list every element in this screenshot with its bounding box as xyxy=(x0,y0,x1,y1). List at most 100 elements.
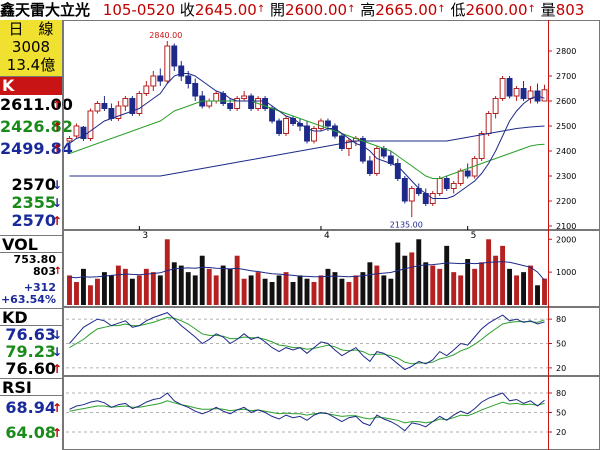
volume-bar xyxy=(430,265,436,305)
candle-body xyxy=(115,105,122,119)
volume-label: 量 xyxy=(540,1,556,19)
volume-bar xyxy=(171,262,177,305)
candle-body xyxy=(66,138,73,142)
month-label: 4 xyxy=(324,231,330,241)
rsi-short-line xyxy=(69,392,545,432)
volume-bar xyxy=(150,272,156,305)
volume-bar xyxy=(535,285,540,305)
y-tick-label: 2100 xyxy=(556,222,576,231)
candle-body xyxy=(136,93,143,114)
volume-bar xyxy=(409,252,415,305)
volume-bar xyxy=(157,275,163,305)
candle-body xyxy=(269,108,276,122)
volume-bar xyxy=(129,278,135,305)
candle-body xyxy=(192,83,199,97)
y-tick-label: 2700 xyxy=(556,72,576,81)
candle-body xyxy=(143,85,150,94)
vol-change-value: +312 xyxy=(23,281,56,294)
candle-body xyxy=(213,93,220,102)
volume-bar xyxy=(437,268,443,305)
rsi-short-value: 68.94 xyxy=(5,398,56,417)
volume-bar xyxy=(388,278,394,305)
volume-bar xyxy=(283,272,289,305)
y-tick-label: 2300 xyxy=(556,172,576,181)
candle-body xyxy=(157,75,164,82)
volume-bar xyxy=(528,265,533,305)
volume-bar xyxy=(67,275,72,305)
volume-bar xyxy=(213,275,219,305)
y-tick-label: 2000 xyxy=(556,235,576,244)
candle-body xyxy=(283,118,289,134)
y-tick-label: 2200 xyxy=(556,197,576,206)
candle-body xyxy=(450,183,457,189)
volume-bar xyxy=(465,259,471,305)
volume-bar xyxy=(276,275,282,305)
candle-body xyxy=(325,120,331,127)
volume-bar xyxy=(423,262,429,305)
vol-ma-value: 753.80 xyxy=(13,253,56,266)
month-label: 5 xyxy=(471,231,477,241)
kd-k-line xyxy=(69,312,545,371)
candle-body xyxy=(276,120,283,134)
candle-body xyxy=(513,88,520,97)
candle-body xyxy=(80,126,87,139)
candle-body xyxy=(94,103,101,112)
volume-bar xyxy=(304,278,310,305)
candle-body xyxy=(345,140,352,149)
cross-value-3: 2570 xyxy=(11,211,56,230)
high-up-icon: ↑ xyxy=(437,4,446,15)
volume-bar xyxy=(507,268,513,305)
high-value: 2665.00 xyxy=(375,1,438,19)
candle-body xyxy=(318,120,324,129)
volume-bar xyxy=(94,278,100,305)
panel-frame xyxy=(63,307,600,376)
candle-body xyxy=(171,45,178,67)
volume-bar xyxy=(241,278,247,305)
volume-bar xyxy=(542,278,547,305)
y-tick-label: 50 xyxy=(556,409,566,418)
close-value: 2645.00 xyxy=(194,1,257,19)
volume-bar xyxy=(108,275,114,305)
close-up-icon: ↑ xyxy=(256,4,266,15)
candle-body xyxy=(150,75,157,87)
y-tick-label: 2600 xyxy=(556,97,576,106)
volume-value: 803 xyxy=(555,1,585,19)
ma-short-arrow-icon: ↑ xyxy=(51,98,62,112)
low-label: 低 xyxy=(450,1,466,19)
volume-bar xyxy=(360,272,366,305)
candle-body xyxy=(304,125,310,142)
volume-bar xyxy=(479,262,485,305)
kd-j-value: 76.60 xyxy=(5,359,56,378)
vol-section-label: VOL xyxy=(0,235,62,254)
rsi-section-label: RSI xyxy=(0,378,62,397)
volume-bar xyxy=(206,268,212,305)
volume-bar xyxy=(402,255,408,305)
stock-code: 3008 xyxy=(11,38,51,56)
y-tick-label: 2400 xyxy=(556,147,576,156)
high-label: 高 xyxy=(360,1,376,19)
volume-bar xyxy=(143,268,149,305)
candle-body xyxy=(227,103,234,109)
stock-name: 鑫天雷大立光 xyxy=(0,1,91,19)
kd-d-arrow-icon: ↓ xyxy=(51,345,62,359)
kd-k-arrow-icon: ↓ xyxy=(51,328,62,342)
y-tick-label: 1000 xyxy=(556,268,576,277)
candle-body xyxy=(73,125,80,137)
candle-body xyxy=(87,110,94,139)
ma-mid-arrow-icon: ↑ xyxy=(51,120,62,134)
k-section-label: K xyxy=(0,77,62,95)
candle-body xyxy=(457,170,464,184)
kd-section-label: KD xyxy=(0,308,62,327)
volume-bar xyxy=(325,268,331,305)
volume-bar xyxy=(381,275,387,305)
high-annotation: 2840.00 xyxy=(149,31,182,40)
candle-body xyxy=(122,98,129,107)
volume-bar xyxy=(192,275,198,305)
volume-bar xyxy=(199,255,205,305)
cross-value-1: 2570 xyxy=(11,175,56,194)
volume-bar xyxy=(514,275,520,305)
trade-amount: 13.4億 xyxy=(6,56,56,74)
candle-body xyxy=(366,160,373,174)
volume-bar xyxy=(346,282,352,305)
volume-bar xyxy=(115,265,121,305)
